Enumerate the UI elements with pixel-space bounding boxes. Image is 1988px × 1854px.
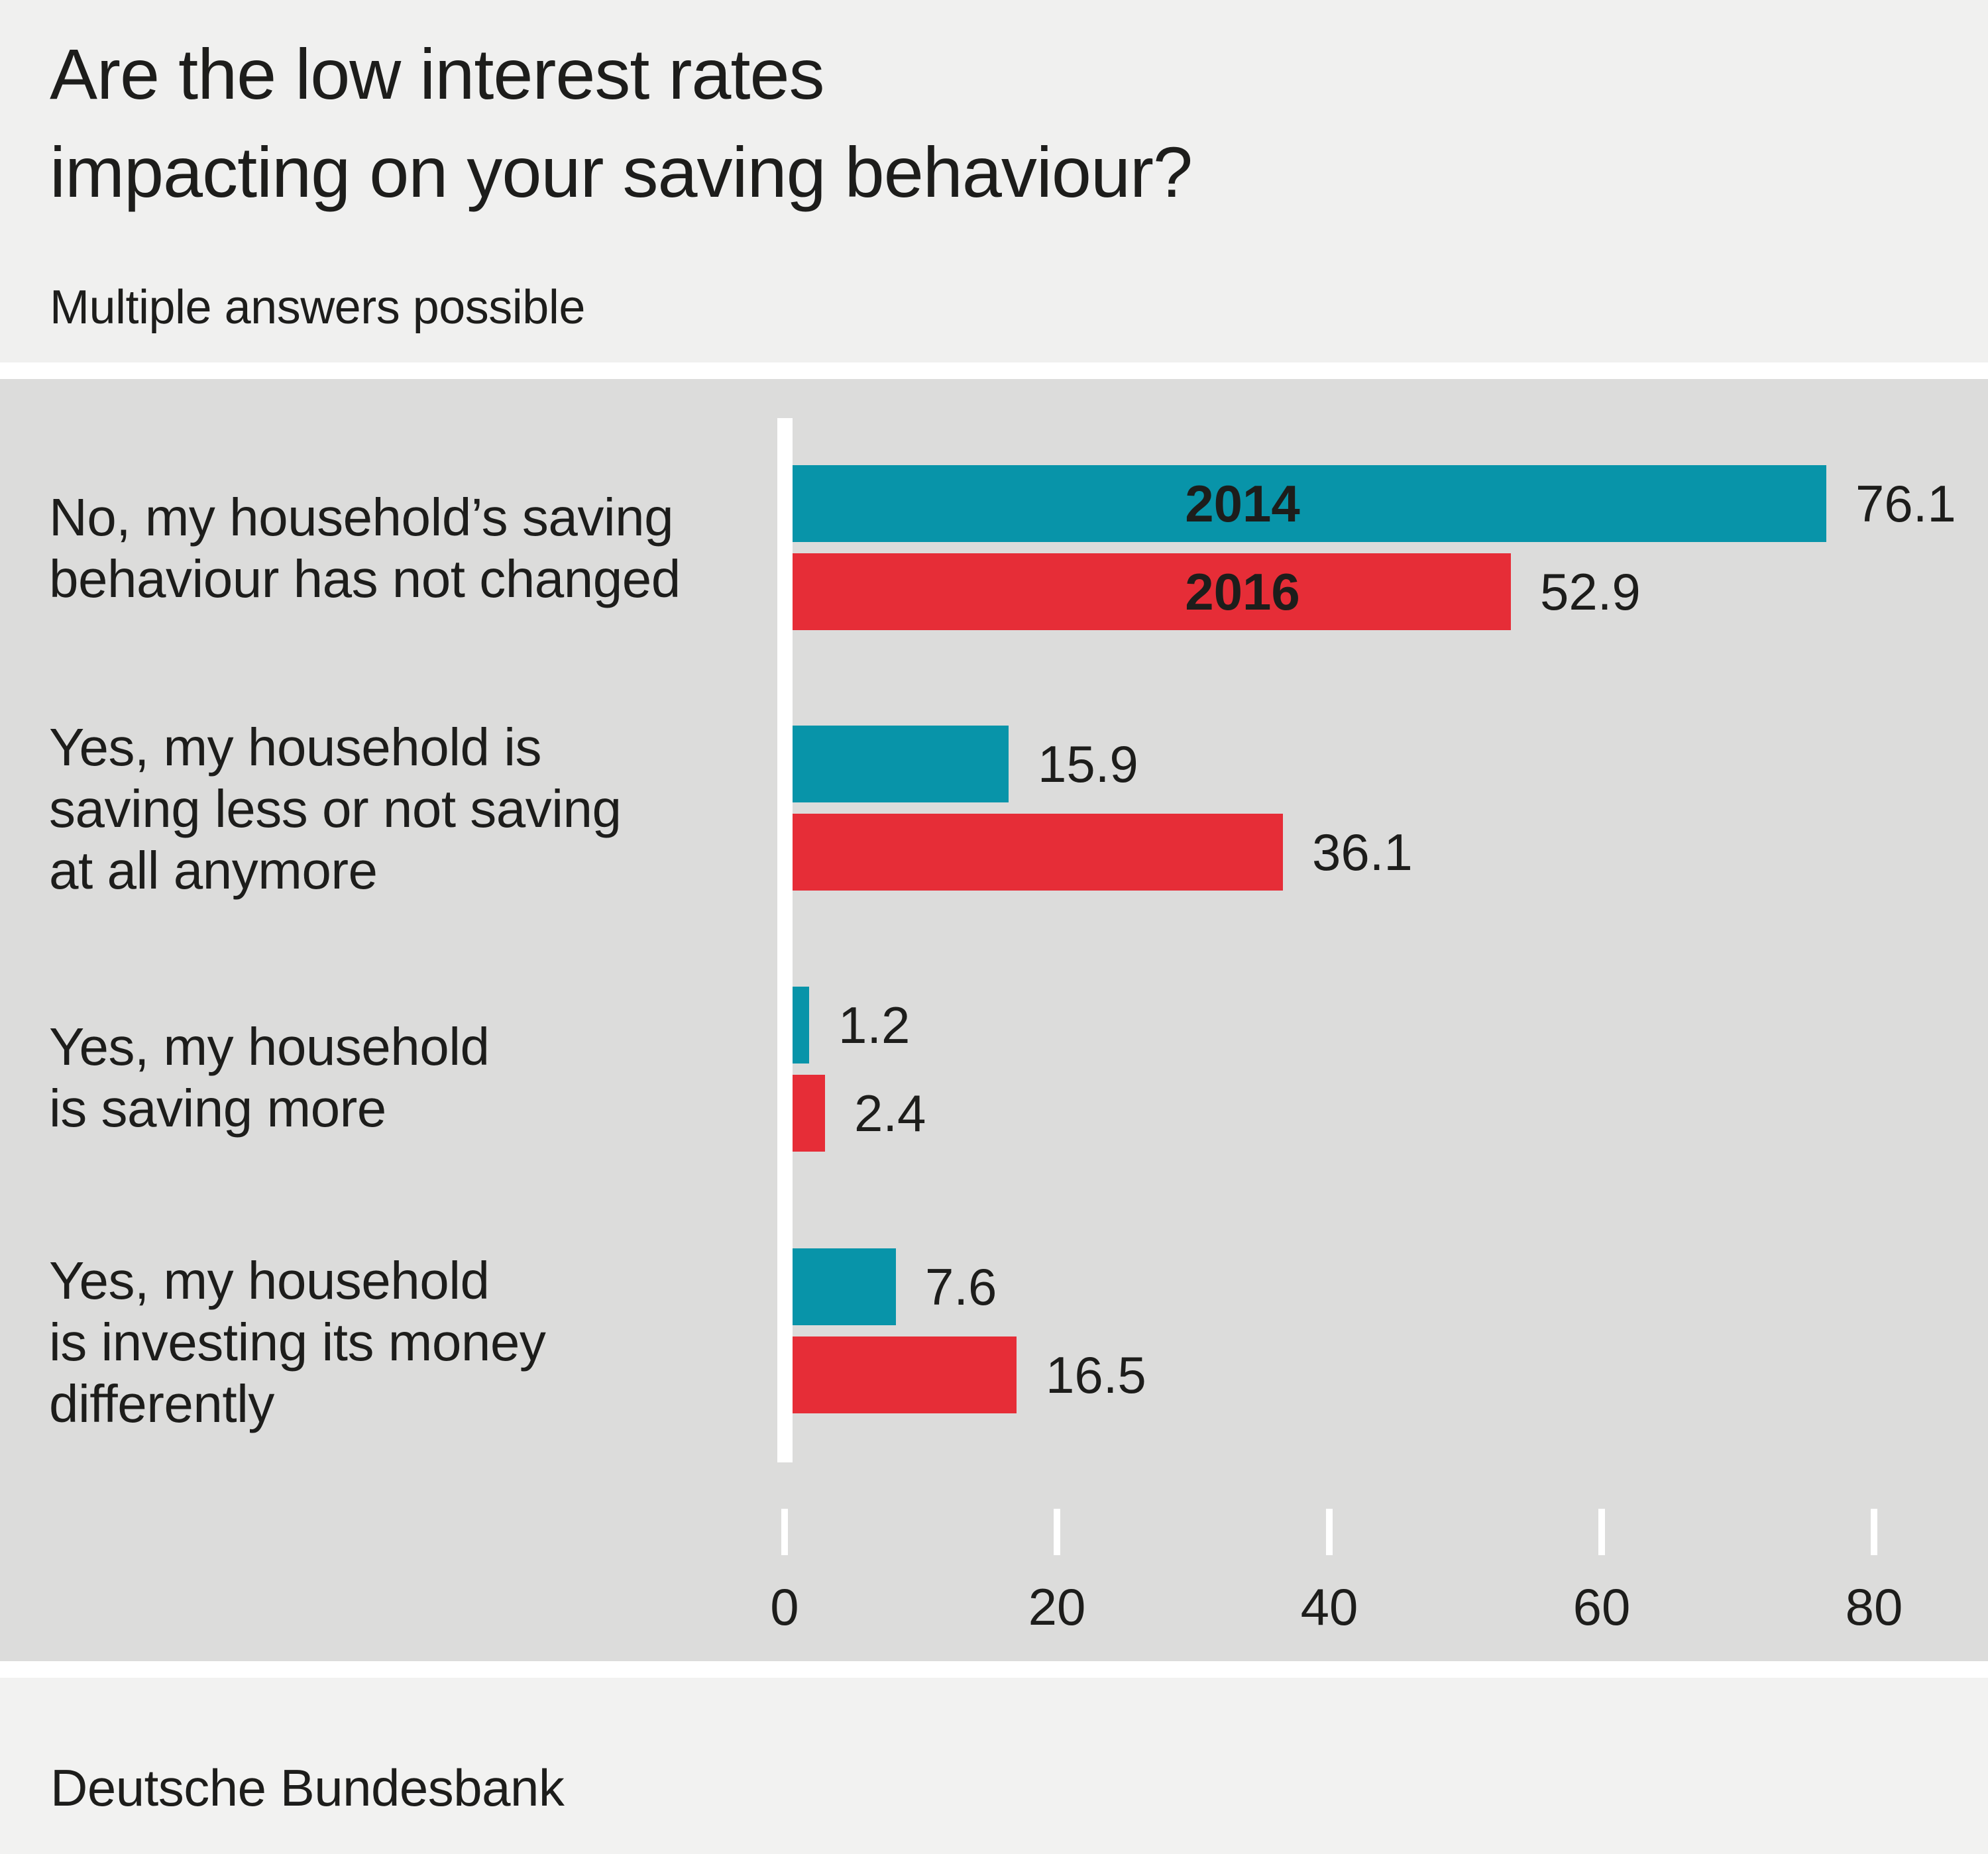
bar-2014-1 [793, 465, 1826, 542]
value-label: 7.6 [925, 1258, 997, 1316]
x-axis-tick-label: 0 [770, 1578, 799, 1636]
x-axis-tick-label: 40 [1300, 1578, 1358, 1636]
x-axis-tick-label: 60 [1573, 1578, 1631, 1636]
category-label: Yes, my household is investing its money… [49, 1251, 546, 1433]
category-label: Yes, my household is saving more [49, 1017, 490, 1138]
value-label: 15.9 [1038, 735, 1138, 793]
page-title: Are the low interest rates impacting on y… [50, 25, 1193, 221]
value-label: 1.2 [838, 996, 911, 1054]
bar-2016-3 [793, 1075, 825, 1152]
legend-2014-label: 2014 [1185, 474, 1300, 533]
bar-2014-3 [793, 987, 809, 1063]
y-axis-line [777, 418, 793, 1462]
bar-2016-1 [793, 553, 1511, 630]
category-label: Yes, my household is saving less or not … [49, 718, 622, 900]
value-label: 52.9 [1540, 563, 1641, 621]
legend-2016-label: 2016 [1185, 563, 1300, 621]
x-axis-tick [1871, 1509, 1877, 1555]
x-axis-tick [1054, 1509, 1060, 1555]
x-axis-tick-label: 80 [1845, 1578, 1903, 1636]
value-label: 36.1 [1312, 823, 1413, 881]
title-line-1: Are the low interest rates [50, 34, 825, 114]
header-divider [0, 362, 1988, 379]
plot-area: No, my household’s saving behaviour has … [0, 379, 1988, 1661]
bar-2016-4 [793, 1336, 1017, 1413]
footer-divider [0, 1661, 1988, 1678]
source-label: Deutsche Bundesbank [50, 1759, 565, 1817]
x-axis-tick [1598, 1509, 1605, 1555]
chart-subtitle: Multiple answers possible [50, 281, 585, 334]
title-line-2: impacting on your saving behaviour? [50, 132, 1193, 212]
x-axis-tick [781, 1509, 788, 1555]
footer: Deutsche Bundesbank [0, 1678, 1988, 1854]
header: Are the low interest rates impacting on y… [0, 0, 1988, 362]
value-label: 2.4 [854, 1084, 926, 1142]
bar-2016-2 [793, 814, 1283, 891]
category-label: No, my household’s saving behaviour has … [49, 488, 681, 608]
x-axis-tick [1326, 1509, 1333, 1555]
x-axis-tick-label: 20 [1028, 1578, 1086, 1636]
value-label: 76.1 [1855, 474, 1956, 533]
bar-2014-4 [793, 1248, 896, 1325]
bar-2014-2 [793, 726, 1009, 802]
value-label: 16.5 [1046, 1346, 1146, 1404]
